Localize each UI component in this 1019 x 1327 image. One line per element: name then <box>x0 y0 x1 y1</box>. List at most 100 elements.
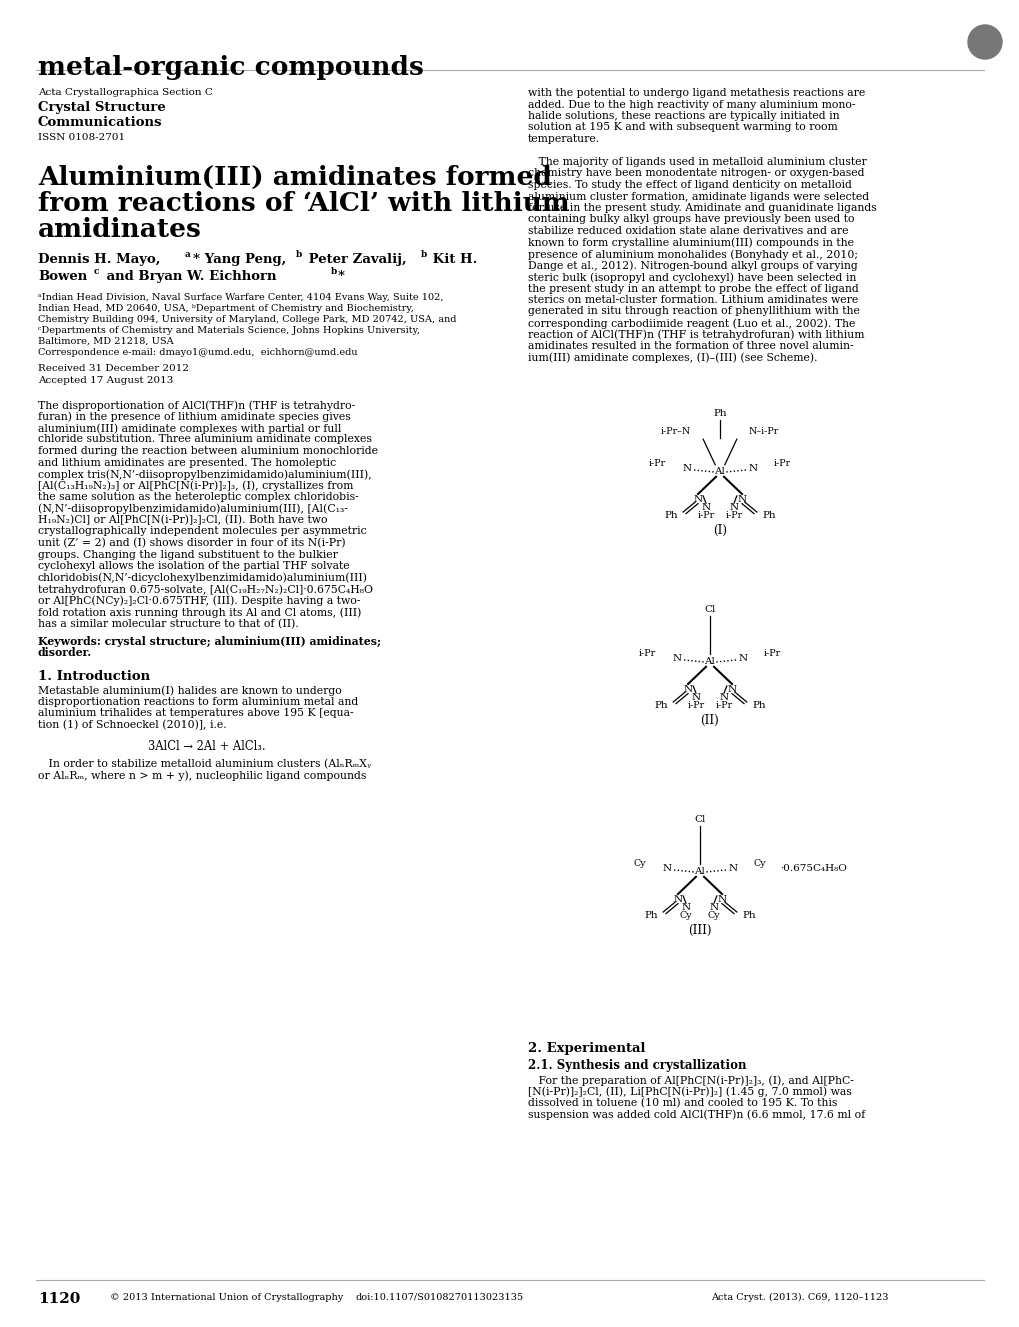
Text: N–i-Pr: N–i-Pr <box>748 427 779 437</box>
Text: known to form crystalline aluminium(III) compounds in the: known to form crystalline aluminium(III)… <box>528 238 853 248</box>
Text: N: N <box>727 685 736 694</box>
Text: Chemistry Building 094, University of Maryland, College Park, MD 20742, USA, and: Chemistry Building 094, University of Ma… <box>38 314 457 324</box>
Text: ISSN 0108-2701: ISSN 0108-2701 <box>38 133 125 142</box>
Text: N: N <box>729 503 738 512</box>
Text: © 2013 International Union of Crystallography: © 2013 International Union of Crystallog… <box>110 1292 343 1302</box>
Text: Al: Al <box>694 868 705 877</box>
Text: N: N <box>728 864 737 873</box>
Text: Al: Al <box>704 657 714 666</box>
Text: (N,N’-diisopropylbenzimidamido)aluminium(III), [Al(C₁₃-: (N,N’-diisopropylbenzimidamido)aluminium… <box>38 503 347 514</box>
Text: Dennis H. Mayo,: Dennis H. Mayo, <box>38 253 160 265</box>
Text: or AlₙRₘ, where n > m + y), nucleophilic ligand compounds: or AlₙRₘ, where n > m + y), nucleophilic… <box>38 771 366 782</box>
Text: Acta Crystallographica Section C: Acta Crystallographica Section C <box>38 88 213 97</box>
Text: reaction of AlCl(THF)n (THF is tetrahydrofuran) with lithium: reaction of AlCl(THF)n (THF is tetrahydr… <box>528 329 864 340</box>
Text: doi:10.1107/S0108270113023135: doi:10.1107/S0108270113023135 <box>356 1292 524 1302</box>
Text: cyclohexyl allows the isolation of the partial THF solvate: cyclohexyl allows the isolation of the p… <box>38 561 350 571</box>
Text: dissolved in toluene (10 ml) and cooled to 195 K. To this: dissolved in toluene (10 ml) and cooled … <box>528 1097 837 1108</box>
Text: Bowen: Bowen <box>38 269 88 283</box>
Text: species. To study the effect of ligand denticity on metalloid: species. To study the effect of ligand d… <box>528 180 851 190</box>
Text: In order to stabilize metalloid aluminium clusters (AlₙRₘXᵧ: In order to stabilize metalloid aluminiu… <box>38 759 371 770</box>
Text: Cy: Cy <box>707 910 719 920</box>
Text: furan) in the presence of lithium amidinate species gives: furan) in the presence of lithium amidin… <box>38 411 351 422</box>
Text: Ph: Ph <box>751 701 765 710</box>
Text: crystallographically independent molecules per asymmetric: crystallographically independent molecul… <box>38 527 366 536</box>
Text: Metastable aluminium(I) halides are known to undergo: Metastable aluminium(I) halides are know… <box>38 686 341 697</box>
Text: Al: Al <box>714 467 725 476</box>
Text: i-Pr: i-Pr <box>714 701 732 710</box>
Text: Ph: Ph <box>654 701 667 710</box>
Text: Cy: Cy <box>753 859 766 868</box>
Text: i-Pr: i-Pr <box>697 511 714 520</box>
Text: Ph: Ph <box>712 410 727 418</box>
Text: Cy: Cy <box>633 859 645 868</box>
Text: has a similar molecular structure to that of (II).: has a similar molecular structure to tha… <box>38 618 299 629</box>
Text: ᶜDepartments of Chemistry and Materials Science, Johns Hopkins University,: ᶜDepartments of Chemistry and Materials … <box>38 326 420 334</box>
Text: or Al[PhC(NCy)₂]₂Cl·0.675THF, (III). Despite having a two-: or Al[PhC(NCy)₂]₂Cl·0.675THF, (III). Des… <box>38 596 360 606</box>
Text: added. Due to the high reactivity of many aluminium mono-: added. Due to the high reactivity of man… <box>528 100 855 110</box>
Text: N: N <box>683 685 692 694</box>
Text: Cl: Cl <box>704 605 715 614</box>
Text: aluminium(III) amidinate complexes with partial or full: aluminium(III) amidinate complexes with … <box>38 423 341 434</box>
Text: Ph: Ph <box>761 511 774 520</box>
Text: Communications: Communications <box>38 115 162 129</box>
Text: Cy: Cy <box>679 910 692 920</box>
Text: [Al(C₁₃H₁₉N₂)₃] or Al[PhC[N(i-Pr)]₂]₃, (I), crystallizes from: [Al(C₁₃H₁₉N₂)₃] or Al[PhC[N(i-Pr)]₂]₃, (… <box>38 480 353 491</box>
Text: Received 31 December 2012: Received 31 December 2012 <box>38 364 189 373</box>
Text: Accepted 17 August 2013: Accepted 17 August 2013 <box>38 376 173 385</box>
Text: N: N <box>672 654 681 664</box>
Text: 1. Introduction: 1. Introduction <box>38 670 150 682</box>
Text: 3AlCl → 2Al + AlCl₃.: 3AlCl → 2Al + AlCl₃. <box>148 739 265 752</box>
Text: H₁₉N₂)Cl] or Al[PhC[N(i-Pr)]₂]₂Cl, (II). Both have two: H₁₉N₂)Cl] or Al[PhC[N(i-Pr)]₂]₂Cl, (II).… <box>38 515 327 525</box>
Text: Dange et al., 2012). Nitrogen-bound alkyl groups of varying: Dange et al., 2012). Nitrogen-bound alky… <box>528 260 857 271</box>
Text: steric bulk (isopropyl and cyclohexyl) have been selected in: steric bulk (isopropyl and cyclohexyl) h… <box>528 272 856 283</box>
Text: *: * <box>337 269 344 283</box>
Text: from reactions of ‘AlCl’ with lithium: from reactions of ‘AlCl’ with lithium <box>38 191 570 216</box>
Text: c: c <box>94 267 100 276</box>
Text: b: b <box>296 249 302 259</box>
Text: amidinates resulted in the formation of three novel alumin-: amidinates resulted in the formation of … <box>528 341 853 352</box>
Text: corresponding carbodiimide reagent (Luo et al., 2002). The: corresponding carbodiimide reagent (Luo … <box>528 318 855 329</box>
Text: ·0.675C₄H₈O: ·0.675C₄H₈O <box>780 864 846 873</box>
Text: generated in situ through reaction of phenyllithium with the: generated in situ through reaction of ph… <box>528 307 859 317</box>
Text: b: b <box>421 249 427 259</box>
Text: the same solution as the heteroleptic complex chloridobis-: the same solution as the heteroleptic co… <box>38 492 359 502</box>
Text: (I): (I) <box>712 523 727 536</box>
Text: suspension was added cold AlCl(THF)n (6.6 mmol, 17.6 ml of: suspension was added cold AlCl(THF)n (6.… <box>528 1109 864 1120</box>
Text: i-Pr: i-Pr <box>687 701 704 710</box>
Text: and Bryan W. Eichhorn: and Bryan W. Eichhorn <box>102 269 276 283</box>
Text: i-Pr: i-Pr <box>648 459 665 467</box>
Text: the present study in an attempt to probe the effect of ligand: the present study in an attempt to probe… <box>528 284 858 293</box>
Text: presence of aluminium monohalides (Bonyhady et al., 2010;: presence of aluminium monohalides (Bonyh… <box>528 249 857 260</box>
Text: and lithium amidinates are presented. The homoleptic: and lithium amidinates are presented. Th… <box>38 458 336 467</box>
Text: Correspondence e-mail: dmayo1@umd.edu,  eichhorn@umd.edu: Correspondence e-mail: dmayo1@umd.edu, e… <box>38 348 358 357</box>
Text: N: N <box>737 495 746 504</box>
Text: Baltimore, MD 21218, USA: Baltimore, MD 21218, USA <box>38 337 173 346</box>
Text: halide solutions, these reactions are typically initiated in: halide solutions, these reactions are ty… <box>528 111 839 121</box>
Text: 2. Experimental: 2. Experimental <box>528 1042 645 1055</box>
Text: formed during the reaction between aluminium monochloride: formed during the reaction between alumi… <box>38 446 378 456</box>
Text: N: N <box>709 902 717 912</box>
Text: ✓: ✓ <box>979 36 989 49</box>
Text: ᵃIndian Head Division, Naval Surface Warfare Center, 4104 Evans Way, Suite 102,: ᵃIndian Head Division, Naval Surface War… <box>38 293 443 303</box>
Text: The majority of ligands used in metalloid aluminium cluster: The majority of ligands used in metalloi… <box>528 157 866 167</box>
Text: fold rotation axis running through its Al and Cl atoms, (III): fold rotation axis running through its A… <box>38 606 361 617</box>
Text: chemistry have been monodentate nitrogen- or oxygen-based: chemistry have been monodentate nitrogen… <box>528 169 864 179</box>
Text: * Yang Peng,: * Yang Peng, <box>193 253 286 265</box>
Text: Aluminium(III) amidinates formed: Aluminium(III) amidinates formed <box>38 165 551 190</box>
Text: The disproportionation of AlCl(THF)n (THF is tetrahydro-: The disproportionation of AlCl(THF)n (TH… <box>38 399 355 410</box>
Text: Keywords: crystal structure; aluminium(III) amidinates;: Keywords: crystal structure; aluminium(I… <box>38 636 381 648</box>
Text: i-Pr: i-Pr <box>638 649 655 658</box>
Text: solution at 195 K and with subsequent warming to room: solution at 195 K and with subsequent wa… <box>528 122 837 133</box>
Circle shape <box>967 25 1001 58</box>
Text: i-Pr: i-Pr <box>763 649 781 658</box>
Text: Peter Zavalij,: Peter Zavalij, <box>304 253 407 265</box>
Text: a: a <box>184 249 191 259</box>
Text: metal-organic compounds: metal-organic compounds <box>38 54 424 80</box>
Text: Cl: Cl <box>694 816 705 824</box>
Text: disproportionation reactions to form aluminium metal and: disproportionation reactions to form alu… <box>38 697 358 707</box>
Text: tetrahydrofuran 0.675-solvate, [Al(C₁₉H₂₇N₂)₂Cl]·0.675C₄H₈O: tetrahydrofuran 0.675-solvate, [Al(C₁₉H₂… <box>38 584 373 594</box>
Text: Ph: Ph <box>741 910 755 920</box>
Text: tion (1) of Schnoeckel (2010)], i.e.: tion (1) of Schnoeckel (2010)], i.e. <box>38 721 226 730</box>
Text: b: b <box>331 267 337 276</box>
Text: N: N <box>738 654 747 664</box>
